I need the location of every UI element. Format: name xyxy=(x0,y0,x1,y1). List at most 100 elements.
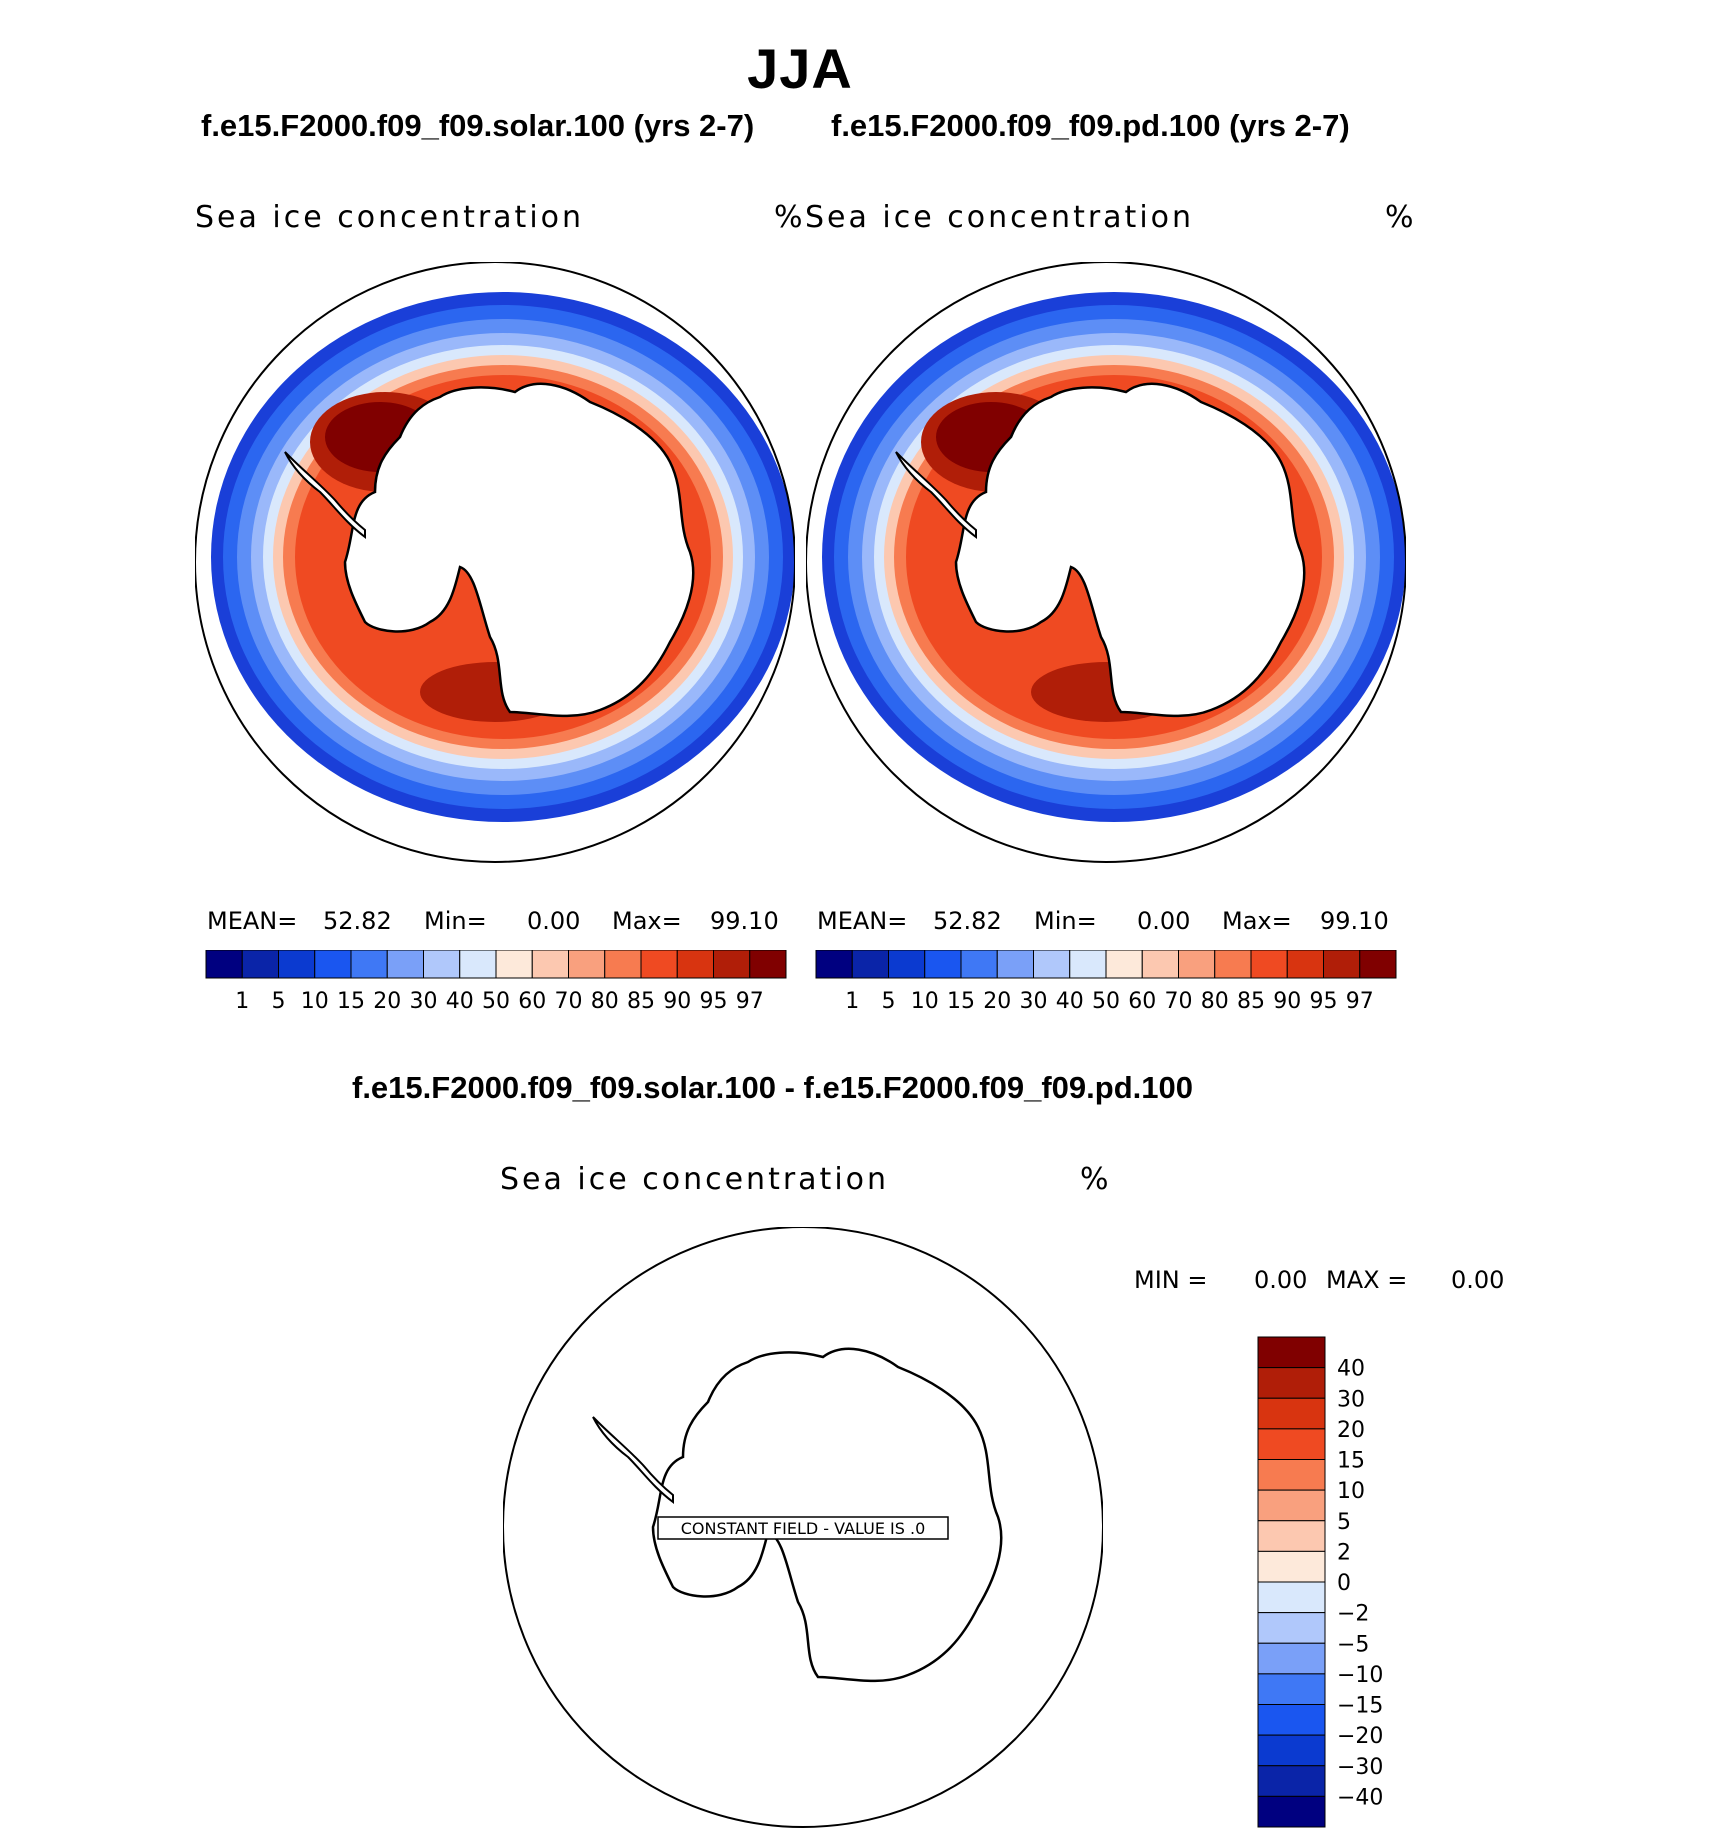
diff-colorbar-tick-label: −20 xyxy=(1337,1724,1383,1749)
right-min-value: 0.00 xyxy=(1137,907,1191,935)
right-mean-value: 52.82 xyxy=(933,907,1002,935)
diff-colorbar-cell xyxy=(1257,1489,1326,1522)
diff-max-value: 0.00 xyxy=(1451,1266,1505,1294)
left-colorbar-tick-label: 80 xyxy=(591,989,619,1014)
right-colorbar-tick-label: 40 xyxy=(1056,989,1084,1014)
right-colorbar-cell xyxy=(960,950,998,979)
left-min-value: 0.00 xyxy=(527,907,581,935)
diff-colorbar-tick-label: −2 xyxy=(1337,1602,1369,1627)
right-colorbar-tick-label: 80 xyxy=(1201,989,1229,1014)
map-boundary xyxy=(806,262,1406,863)
right-colorbar-cell xyxy=(1359,950,1397,979)
diff-colorbar-cell xyxy=(1257,1581,1326,1614)
right-colorbar-cell xyxy=(1214,950,1252,979)
diff-min-label: MIN = xyxy=(1134,1266,1208,1294)
diff-colorbar-cell xyxy=(1257,1673,1326,1705)
right-colorbar-cell xyxy=(851,950,889,979)
right-colorbar-cell xyxy=(1286,950,1324,979)
left-colorbar-tick-label: 5 xyxy=(272,989,286,1014)
left-ice-field xyxy=(211,292,795,822)
constant-field-annotation: CONSTANT FIELD - VALUE IS .0 xyxy=(681,1519,926,1538)
left-min-label: Min= xyxy=(424,907,487,935)
antarctica-coastline xyxy=(651,1347,1003,1683)
diff-colorbar-tick-label: 15 xyxy=(1337,1449,1365,1474)
right-colorbar-tick-label: 95 xyxy=(1310,989,1338,1014)
left-colorbar-tick-label: 50 xyxy=(482,989,510,1014)
left-colorbar-tick-label: 20 xyxy=(373,989,401,1014)
diff-colorbar-cell xyxy=(1257,1612,1326,1644)
right-variable-label: Sea ice concentration xyxy=(805,200,1195,235)
right-colorbar-cell xyxy=(996,950,1034,979)
left-colorbar-cell xyxy=(386,950,424,979)
left-colorbar-cell xyxy=(531,950,569,979)
right-mean-label: MEAN= xyxy=(817,907,908,935)
left-max-value: 99.10 xyxy=(710,907,779,935)
right-colorbar-tick-label: 90 xyxy=(1273,989,1301,1014)
right-colorbar-cell xyxy=(924,950,962,979)
right-polar-map xyxy=(806,262,1406,863)
right-colorbar-tick-label: 10 xyxy=(911,989,939,1014)
right-ice-field xyxy=(822,292,1406,822)
map-boundary xyxy=(195,262,795,863)
left-colorbar-cell xyxy=(749,950,787,979)
left-colorbar-cell xyxy=(241,950,279,979)
diff-colorbar-cell xyxy=(1257,1642,1326,1675)
diff-variable-label: Sea ice concentration xyxy=(500,1162,890,1197)
difference-title: f.e15.F2000.f09_f09.solar.100 - f.e15.F2… xyxy=(352,1070,1193,1105)
diff-colorbar-cell xyxy=(1257,1704,1326,1736)
diff-max-label: MAX = xyxy=(1326,1266,1408,1294)
right-colorbar-cell xyxy=(1178,950,1216,979)
diff-colorbar-tick-label: −30 xyxy=(1337,1755,1383,1780)
right-colorbar-cell xyxy=(1323,950,1361,979)
diff-colorbar-tick-label: 30 xyxy=(1337,1387,1365,1412)
diff-colorbar-tick-label: −5 xyxy=(1337,1632,1369,1657)
left-mean-value: 52.82 xyxy=(323,907,392,935)
right-colorbar-tick-label: 5 xyxy=(882,989,896,1014)
left-colorbar-tick-label: 10 xyxy=(301,989,329,1014)
right-colorbar: 1 5 10 15 20 30 40 50 60 70 80 85 90 95 97 xyxy=(815,950,1397,1014)
left-colorbar-cell xyxy=(568,950,606,979)
diff-colorbar-cell xyxy=(1257,1428,1326,1460)
diff-colorbar-cell xyxy=(1257,1336,1326,1369)
diff-colorbar-cell xyxy=(1257,1367,1326,1399)
left-colorbar-tick-label: 97 xyxy=(736,989,764,1014)
right-max-label: Max= xyxy=(1222,907,1292,935)
left-variable-label: Sea ice concentration xyxy=(195,200,585,235)
figure-title: JJA xyxy=(747,37,853,100)
left-colorbar-cell xyxy=(459,950,497,979)
right-colorbar-tick-label: 85 xyxy=(1237,989,1265,1014)
left-colorbar: 1 5 10 15 20 30 40 50 60 70 80 85 90 95 97 xyxy=(205,950,787,1014)
right-colorbar-cell xyxy=(888,950,926,979)
left-colorbar-tick-label: 70 xyxy=(555,989,583,1014)
right-colorbar-cell xyxy=(1069,950,1107,979)
right-colorbar-cell xyxy=(1250,950,1288,979)
diff-colorbar-cell xyxy=(1257,1459,1326,1491)
right-colorbar-tick-label: 60 xyxy=(1128,989,1156,1014)
left-colorbar-cell xyxy=(604,950,642,979)
left-units-label: % xyxy=(774,200,806,235)
left-colorbar-tick-label: 60 xyxy=(518,989,546,1014)
right-min-label: Min= xyxy=(1034,907,1097,935)
map-boundary xyxy=(503,1227,1103,1828)
left-colorbar-tick-label: 85 xyxy=(627,989,655,1014)
diff-colorbar-cell xyxy=(1257,1520,1326,1552)
diff-colorbar-tick-label: 2 xyxy=(1337,1540,1351,1565)
diff-colorbar-tick-label: 20 xyxy=(1337,1418,1365,1443)
left-max-label: Max= xyxy=(612,907,682,935)
right-max-value: 99.10 xyxy=(1320,907,1389,935)
right-units-label: % xyxy=(1385,200,1417,235)
left-colorbar-tick-label: 95 xyxy=(700,989,728,1014)
diff-colorbar-tick-label: 10 xyxy=(1337,1479,1365,1504)
left-case-title: f.e15.F2000.f09_f09.solar.100 (yrs 2-7) xyxy=(201,108,755,143)
left-colorbar-cell xyxy=(423,950,461,979)
diff-colorbar-cell xyxy=(1257,1795,1326,1828)
right-case-title: f.e15.F2000.f09_f09.pd.100 (yrs 2-7) xyxy=(831,108,1350,143)
diff-colorbar-cell xyxy=(1257,1397,1326,1430)
left-colorbar-cell xyxy=(676,950,714,979)
right-colorbar-tick-label: 20 xyxy=(983,989,1011,1014)
right-colorbar-tick-label: 15 xyxy=(947,989,975,1014)
left-colorbar-cell xyxy=(713,950,751,979)
right-colorbar-tick-label: 1 xyxy=(845,989,859,1014)
right-colorbar-cell xyxy=(1141,950,1179,979)
diff-colorbar-tick-label: 40 xyxy=(1337,1357,1365,1382)
